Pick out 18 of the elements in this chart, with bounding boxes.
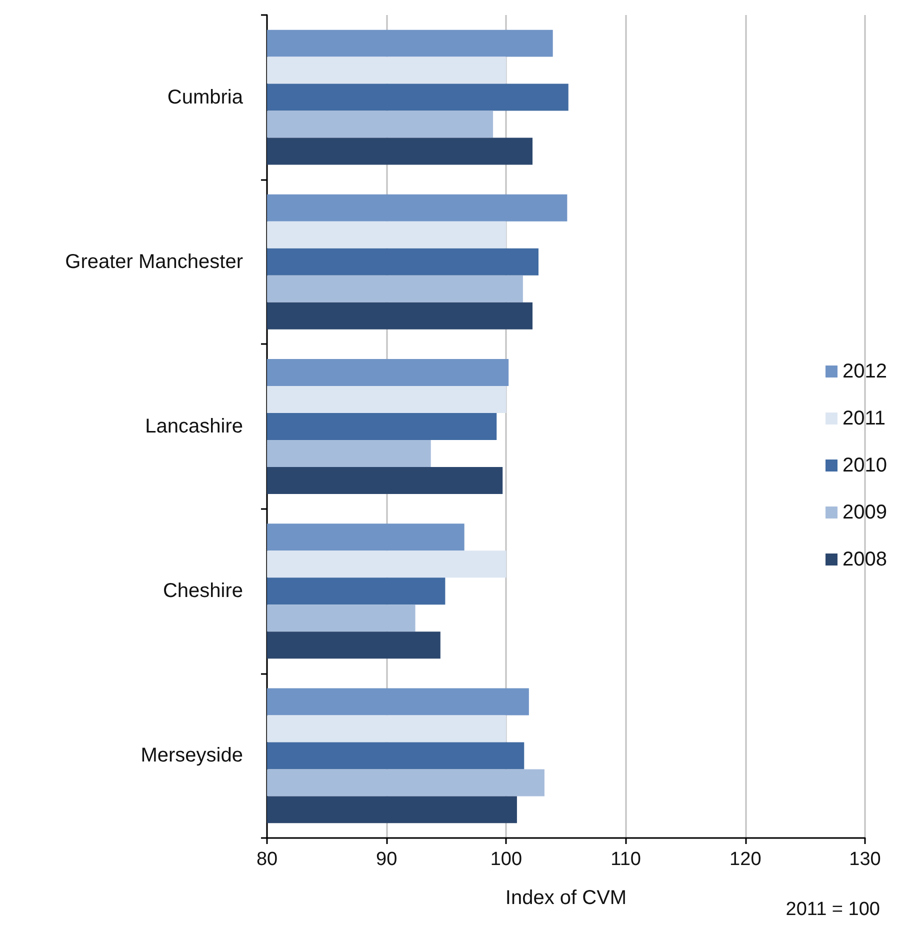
legend-label: 2012 <box>842 360 888 382</box>
legend-label: 2009 <box>842 502 888 524</box>
y-tick-label: Merseyside <box>140 744 243 767</box>
x-tick-label: 130 <box>849 849 881 870</box>
y-tick-label: Greater Manchester <box>65 250 244 273</box>
legend-label: 2010 <box>842 454 888 476</box>
x-tick-label: 120 <box>730 849 762 870</box>
x-tick-label: 80 <box>256 849 278 870</box>
x-axis-title: Index of CVM <box>505 887 627 909</box>
y-tick-label: Cheshire <box>162 580 243 602</box>
text: 2011 = 100 <box>786 899 880 920</box>
legend-label: 2011 <box>842 408 886 430</box>
x-tick-label: 110 <box>610 849 641 870</box>
y-tick-label: Cumbria <box>167 86 244 108</box>
legend-label: 2008 <box>842 548 888 570</box>
x-tick-label: 100 <box>490 849 522 870</box>
y-tick-label: Lancashire <box>145 416 243 438</box>
x-tick-label: 90 <box>376 849 398 870</box>
